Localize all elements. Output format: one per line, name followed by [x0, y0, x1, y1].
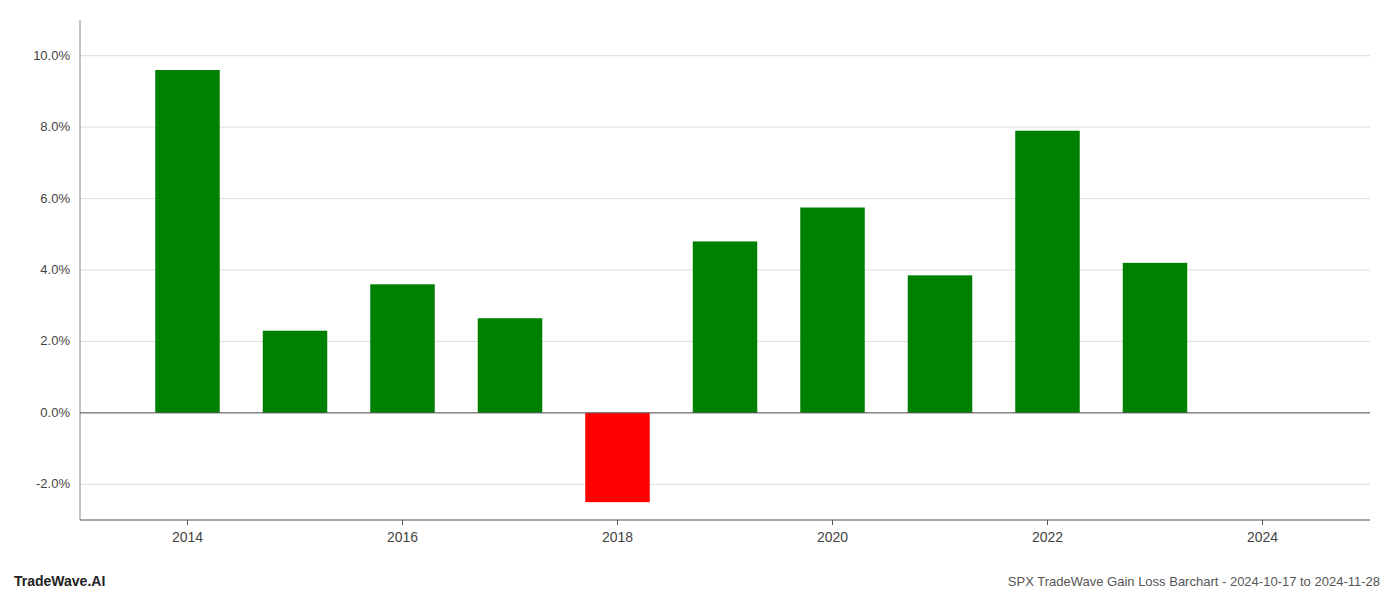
- bar: [263, 331, 328, 413]
- grid-line: [80, 55, 1370, 56]
- y-axis-line: [80, 20, 81, 520]
- x-tick-label: 2016: [387, 529, 418, 545]
- zero-line: [80, 412, 1370, 413]
- bar: [478, 318, 543, 413]
- y-tick-label: 0.0%: [40, 405, 70, 420]
- watermark: TradeWave.AI: [14, 573, 105, 589]
- x-tick-label: 2022: [1032, 529, 1063, 545]
- x-tick: [402, 520, 403, 525]
- y-tick-label: 8.0%: [40, 119, 70, 134]
- x-tick: [187, 520, 188, 525]
- x-tick: [617, 520, 618, 525]
- bar: [908, 275, 973, 413]
- bar: [693, 241, 758, 412]
- grid-line: [80, 198, 1370, 199]
- bars: [155, 70, 1187, 502]
- x-tick-label: 2014: [172, 529, 203, 545]
- y-tick-label: 10.0%: [33, 48, 70, 63]
- y-tick-label: 4.0%: [40, 262, 70, 277]
- x-tick: [1047, 520, 1048, 525]
- bar: [1123, 263, 1188, 413]
- bar: [585, 413, 650, 502]
- grid-line: [80, 484, 1370, 485]
- chart: -2.0%0.0%2.0%4.0%6.0%8.0%10.0%2014201620…: [0, 0, 1400, 600]
- bar: [370, 284, 435, 413]
- grid: [80, 56, 1370, 485]
- y-ticks: -2.0% 0.0% 2.0% 4.0% 6.0% 8.0% 10.0%: [33, 48, 70, 492]
- bar: [800, 208, 865, 413]
- bar: [155, 70, 220, 413]
- y-tick-label: 2.0%: [40, 333, 70, 348]
- x-tick-label: 2018: [602, 529, 633, 545]
- bar: [1015, 131, 1080, 413]
- x-tick-label: 2020: [817, 529, 848, 545]
- grid-line: [80, 127, 1370, 128]
- grid-line: [80, 412, 1370, 413]
- y-tick-label: 6.0%: [40, 191, 70, 206]
- x-tick-label: 2024: [1247, 529, 1278, 545]
- x-ticks: 2014 2016 2018 2020 2022 2024: [172, 520, 1278, 545]
- x-tick: [832, 520, 833, 525]
- y-tick-label: -2.0%: [36, 476, 70, 491]
- title: SPX TradeWave Gain Loss Barchart - 2024-…: [1008, 574, 1380, 589]
- x-axis-line: [80, 519, 1370, 520]
- x-tick: [1262, 520, 1263, 525]
